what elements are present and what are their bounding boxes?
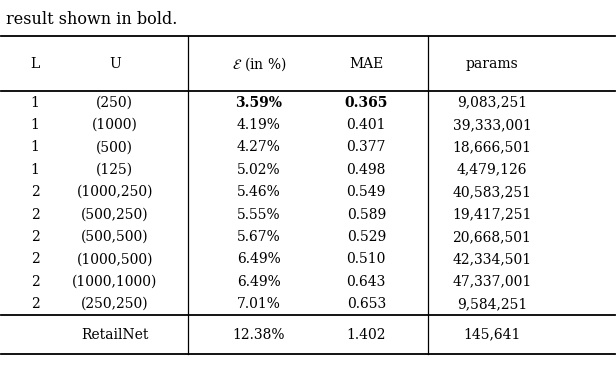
- Text: 12.38%: 12.38%: [233, 328, 285, 342]
- Text: (250): (250): [96, 95, 133, 110]
- Text: L: L: [30, 57, 40, 71]
- Text: 39,333,001: 39,333,001: [453, 118, 532, 132]
- Text: params: params: [466, 57, 518, 71]
- Text: 0.401: 0.401: [347, 118, 386, 132]
- Text: (1000): (1000): [92, 118, 138, 132]
- Text: 4,479,126: 4,479,126: [456, 163, 527, 177]
- Text: 0.529: 0.529: [347, 230, 386, 244]
- Text: 4.19%: 4.19%: [237, 118, 281, 132]
- Text: U: U: [109, 57, 121, 71]
- Text: (500): (500): [96, 140, 133, 154]
- Text: 2: 2: [31, 297, 39, 311]
- Text: $\mathcal{E}$ (in %): $\mathcal{E}$ (in %): [232, 55, 286, 73]
- Text: 1: 1: [31, 95, 39, 110]
- Text: 7.01%: 7.01%: [237, 297, 281, 311]
- Text: 2: 2: [31, 185, 39, 199]
- Text: 2: 2: [31, 208, 39, 222]
- Text: 40,583,251: 40,583,251: [453, 185, 532, 199]
- Text: 9,083,251: 9,083,251: [457, 95, 527, 110]
- Text: 5.67%: 5.67%: [237, 230, 281, 244]
- Text: 6.49%: 6.49%: [237, 252, 281, 266]
- Text: 47,337,001: 47,337,001: [452, 275, 532, 289]
- Text: 5.02%: 5.02%: [237, 163, 281, 177]
- Text: 0.498: 0.498: [347, 163, 386, 177]
- Text: 2: 2: [31, 230, 39, 244]
- Text: 0.653: 0.653: [347, 297, 386, 311]
- Text: 18,666,501: 18,666,501: [453, 140, 532, 154]
- Text: 2: 2: [31, 275, 39, 289]
- Text: 5.55%: 5.55%: [237, 208, 281, 222]
- Text: 9,584,251: 9,584,251: [457, 297, 527, 311]
- Text: 2: 2: [31, 252, 39, 266]
- Text: 42,334,501: 42,334,501: [452, 252, 532, 266]
- Text: (1000,1000): (1000,1000): [72, 275, 158, 289]
- Text: 1: 1: [31, 140, 39, 154]
- Text: (1000,250): (1000,250): [76, 185, 153, 199]
- Text: (1000,500): (1000,500): [76, 252, 153, 266]
- Text: (250,250): (250,250): [81, 297, 148, 311]
- Text: result shown in bold.: result shown in bold.: [6, 11, 177, 28]
- Text: (500,250): (500,250): [81, 208, 148, 222]
- Text: 4.27%: 4.27%: [237, 140, 281, 154]
- Text: 145,641: 145,641: [463, 328, 521, 342]
- Text: (125): (125): [96, 163, 134, 177]
- Text: 5.46%: 5.46%: [237, 185, 281, 199]
- Text: 0.643: 0.643: [347, 275, 386, 289]
- Text: 1: 1: [31, 118, 39, 132]
- Text: 0.510: 0.510: [347, 252, 386, 266]
- Text: MAE: MAE: [349, 57, 383, 71]
- Text: 6.49%: 6.49%: [237, 275, 281, 289]
- Text: 1.402: 1.402: [347, 328, 386, 342]
- Text: 19,417,251: 19,417,251: [452, 208, 532, 222]
- Text: 0.365: 0.365: [344, 95, 388, 110]
- Text: 0.377: 0.377: [347, 140, 386, 154]
- Text: 3.59%: 3.59%: [235, 95, 283, 110]
- Text: 0.549: 0.549: [347, 185, 386, 199]
- Text: (500,500): (500,500): [81, 230, 148, 244]
- Text: RetailNet: RetailNet: [81, 328, 148, 342]
- Text: 0.589: 0.589: [347, 208, 386, 222]
- Text: 1: 1: [31, 163, 39, 177]
- Text: 20,668,501: 20,668,501: [453, 230, 532, 244]
